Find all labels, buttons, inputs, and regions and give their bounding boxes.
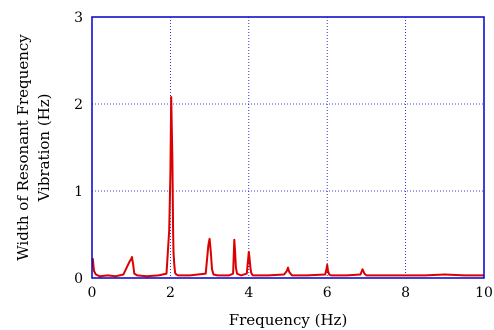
x-tick-label: 10 [475,285,493,301]
y-axis-title: Width of Resonant Frequency Vibration (Hz… [14,34,53,261]
y-tick-label: 2 [74,97,83,113]
tick-labels: 0 2 4 6 8 10 0 1 2 3 [74,10,493,301]
x-tick-label: 0 [88,285,97,301]
grid [92,17,484,278]
x-tick-label: 4 [244,285,253,301]
y-tick-label: 0 [74,271,83,287]
plot-frame [91,16,485,279]
x-tick-label: 2 [166,285,175,301]
series-line [91,96,484,278]
x-axis-title: Frequency (Hz) [229,311,348,329]
y-tick-label: 1 [74,184,83,200]
y-axis-title-line: Width of Resonant Frequency [14,34,32,261]
y-tick-label: 3 [74,10,83,26]
x-tick-label: 6 [323,285,332,301]
y-axis-title-line: Vibration (Hz) [35,93,53,202]
series-layer [91,96,484,278]
x-tick-label: 8 [401,285,410,301]
